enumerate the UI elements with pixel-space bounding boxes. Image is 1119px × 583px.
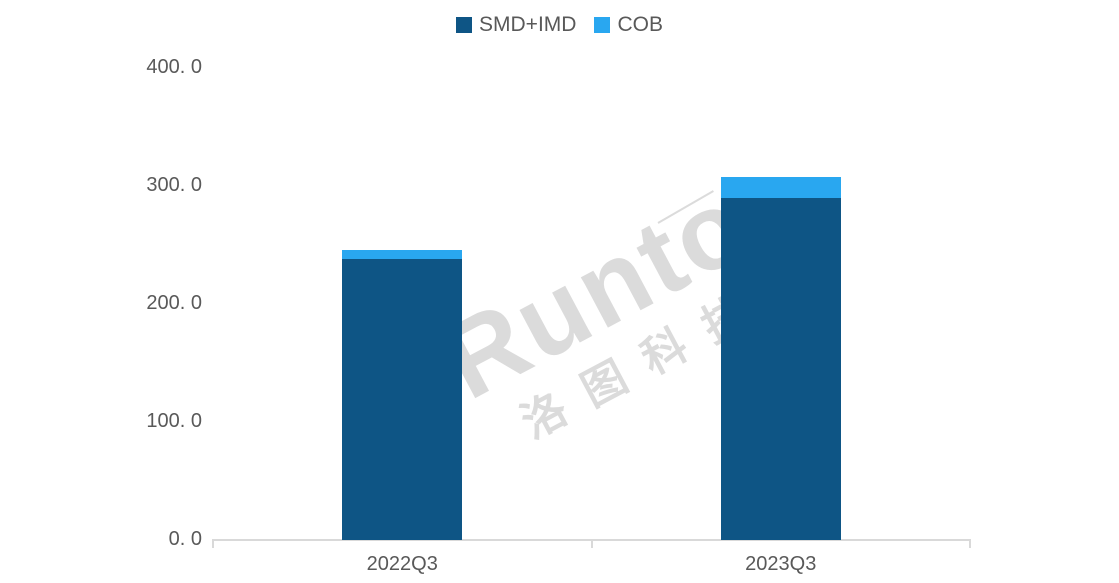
bar-segment-cob-2022q3 (342, 250, 463, 259)
chart-legend: SMD+IMD COB (0, 14, 1119, 35)
y-axis-tick-label: 300. 0 (146, 174, 202, 197)
watermark-tail-stroke (657, 190, 714, 224)
legend-label: SMD+IMD (479, 13, 577, 36)
legend-swatch-icon (594, 16, 611, 33)
y-axis-tick-label: 200. 0 (146, 292, 202, 315)
x-axis-tick (969, 539, 971, 548)
legend-item-smd-imd: SMD+IMD (456, 14, 576, 35)
legend-swatch-icon (456, 16, 473, 33)
y-axis-tick-label: 100. 0 (146, 410, 202, 433)
legend-label: COB (617, 13, 663, 36)
watermark-logo-text: Runto (422, 161, 769, 422)
y-axis-tick-label: 400. 0 (146, 56, 202, 79)
y-axis-tick-label: 0. 0 (168, 528, 202, 551)
bar-segment-smd-imd-2022q3 (342, 258, 463, 540)
x-axis-tick (590, 539, 593, 548)
legend-item-cob: COB (594, 14, 663, 35)
x-axis-tick (212, 539, 214, 548)
x-axis-category-label: 2023Q3 (745, 553, 817, 575)
x-axis-category-label: 2022Q3 (366, 553, 438, 575)
bar-segment-cob-2023q3 (720, 176, 841, 199)
bar-segment-smd-imd-2023q3 (720, 198, 841, 540)
